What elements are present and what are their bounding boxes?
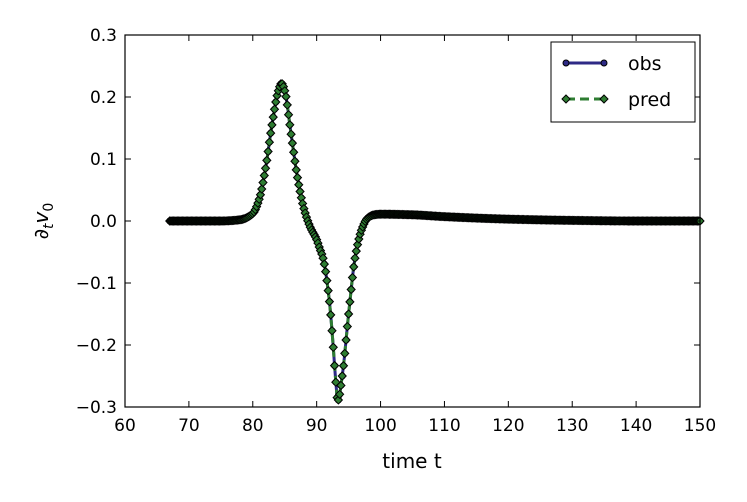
y-tick-label: −0.1 [76,274,117,294]
x-tick-label: 150 [684,416,716,436]
data-point-pred [340,348,350,359]
data-point-pred [326,310,336,320]
data-point-pred [322,275,332,286]
x-tick-label: 140 [620,416,652,436]
series-line-pred [169,82,700,405]
data-point-pred [294,180,304,190]
ticks-layer: 60 70 80 90 100 110 120 130 140 150 0.3 0.2 0.1 0.0 −0… [76,26,717,436]
plot-frame [124,34,701,408]
data-point-pred [262,155,272,166]
data-point-pred [285,120,295,130]
x-tick-label: 120 [492,416,524,436]
data-point-pred [282,100,292,110]
x-tick-label: 70 [178,416,200,436]
data-point-pred [349,262,359,272]
data-point-pred [351,246,361,256]
series-markers-pred [165,79,705,405]
data-point-pred [271,97,281,107]
data-point-pred [352,239,363,250]
data-point-pred [259,170,269,181]
data-point-pred [291,165,301,175]
data-point-pred [334,389,345,400]
y-axis-label-var: v [29,210,53,223]
data-point-pred [290,156,300,166]
legend-marker-pred-right [599,94,609,104]
y-tick-label: 0.2 [90,88,117,108]
data-point-pred [320,266,331,277]
data-point-pred [286,129,296,139]
data-point-pred [265,128,276,138]
y-tick-label: 0.1 [90,150,117,170]
y-tick-label: 0.3 [90,26,117,46]
data-point-pred [350,253,360,263]
data-point-pred [263,146,273,157]
y-axis-label: ∂tv0 [29,203,57,240]
series-line-obs [169,82,700,405]
data-point-pred [342,321,353,332]
legend-marker-obs-left [562,59,570,67]
data-point-pred [288,147,299,157]
data-point-pred [328,342,338,353]
x-tick-label: 100 [364,416,396,436]
data-point-pred [269,104,280,115]
data-point-pred [295,186,305,197]
legend: obs pred [550,41,696,123]
data-point-pred [337,371,347,381]
x-tick-label: 60 [114,416,136,436]
data-point-pred [346,284,356,295]
data-point-pred [327,325,337,336]
legend-label-pred: pred [628,89,671,111]
data-point-pred [341,335,351,345]
data-point-pred [347,272,358,283]
data-point-pred [323,285,333,296]
legend-marker-obs-right [600,59,608,67]
data-point-pred [287,138,298,148]
x-tick-label: 110 [428,416,460,436]
plot-content [165,79,705,405]
data-point-pred [283,109,294,120]
data-point-pred [292,172,303,183]
y-tick-label: −0.3 [76,398,117,418]
data-point-pred [268,112,278,122]
data-point-pred [338,361,349,371]
x-tick-label: 80 [242,416,264,436]
data-point-pred [264,137,275,147]
data-point-pred [258,177,268,188]
data-point-pred [257,184,267,194]
y-tick-label: 0.0 [90,212,117,232]
series-markers-obs [166,80,704,404]
y-axis-label-sub1: t [41,223,57,229]
data-point-pred [329,360,340,371]
data-point-pred [324,296,335,307]
data-point-pred [281,91,291,102]
legend-marker-pred-left [561,94,571,104]
y-axis-label-sub2: 0 [41,203,57,212]
data-point-pred [272,90,282,101]
data-point-pred [319,259,330,269]
data-point-pred [345,297,355,307]
data-point-pred [260,163,271,174]
data-point-pred [267,120,277,130]
y-axis-label-main: ∂ [29,229,53,239]
x-tick-label: 90 [306,416,328,436]
y-tick-label: −0.2 [76,336,117,356]
legend-label-obs: obs [628,53,662,75]
data-point-pred [336,380,346,391]
legend-frame [550,41,696,123]
x-tick-label: 130 [556,416,588,436]
data-point-pred [343,309,354,319]
x-axis-label: time t [382,449,442,473]
